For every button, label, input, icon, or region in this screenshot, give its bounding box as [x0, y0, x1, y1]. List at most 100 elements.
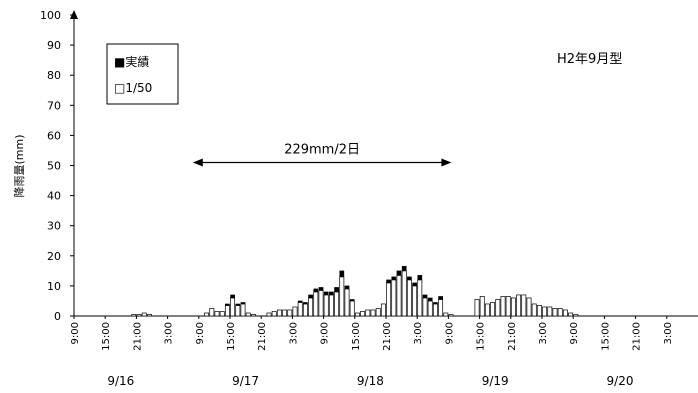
bar-1-50	[417, 279, 423, 317]
bar-1-50	[365, 309, 371, 317]
y-tick-label: 20	[47, 250, 61, 263]
y-tick-label: 90	[47, 39, 61, 52]
bar-1-50	[552, 308, 558, 317]
annotation: 229mm/2日	[192, 142, 452, 167]
bar-1-50	[505, 296, 511, 317]
annotation-text: 229mm/2日	[284, 142, 360, 157]
bar-1-50	[386, 282, 392, 317]
bar-1-50	[204, 312, 210, 317]
x-tick-label: 9:00	[195, 322, 206, 344]
bar-1-50	[562, 309, 568, 317]
x-tick-label: 21:00	[507, 322, 518, 351]
bar-1-50	[412, 285, 418, 317]
y-axis-label: 降雨量(mm)	[12, 134, 26, 197]
x-tick-label: 3:00	[663, 322, 674, 344]
bar-1-50	[490, 302, 496, 317]
x-tick-label: 3:00	[288, 322, 299, 344]
bar-1-50	[568, 312, 574, 317]
bar-actual	[323, 291, 329, 296]
bar-1-50	[266, 312, 272, 317]
y-tick-label: 80	[47, 69, 61, 82]
bar-1-50	[526, 297, 532, 317]
bar-1-50	[214, 311, 220, 317]
bar-1-50	[432, 303, 438, 317]
bar-1-50	[209, 308, 215, 317]
bar-1-50	[349, 300, 355, 317]
bar-actual	[240, 302, 246, 305]
bar-actual	[235, 303, 241, 306]
bar-actual	[427, 297, 433, 302]
bar-1-50	[339, 276, 345, 317]
bar-1-50	[297, 302, 303, 317]
bar-1-50	[542, 306, 548, 317]
bar-1-50	[136, 314, 142, 317]
date-label: 9/18	[357, 374, 384, 388]
annotation-arrow-left	[192, 158, 203, 167]
bar-1-50	[531, 303, 537, 317]
bar-1-50	[401, 270, 407, 317]
bar-1-50	[536, 305, 542, 317]
x-tick-label: 3:00	[164, 322, 175, 344]
bar-actual	[386, 279, 391, 284]
bar-1-50	[354, 312, 360, 317]
bar-1-50	[240, 303, 246, 317]
bar-1-50	[287, 309, 293, 317]
x-tick-label: 9:00	[70, 322, 81, 344]
x-tick-label: 9:00	[569, 322, 580, 344]
bar-actual	[407, 276, 412, 281]
bar-1-50	[521, 294, 527, 317]
bar-1-50	[271, 311, 277, 317]
bar-actual	[417, 275, 423, 281]
bar-1-50	[422, 297, 428, 317]
x-tick-label: 21:00	[257, 322, 268, 351]
bar-1-50	[235, 305, 241, 317]
x-tick-label: 9:00	[320, 322, 331, 344]
bars-layer	[131, 266, 579, 317]
legend-box	[106, 43, 179, 105]
legend-entry-actual: ■実績	[114, 54, 149, 69]
bar-1-50	[360, 311, 366, 317]
bar-actual	[318, 287, 324, 291]
y-tick-label: 30	[47, 220, 61, 233]
x-tick-label: 21:00	[132, 322, 143, 351]
bar-actual	[225, 303, 230, 306]
date-label: 9/19	[482, 374, 509, 388]
x-tick-label: 15:00	[351, 322, 362, 351]
y-tick-label: 100	[40, 9, 61, 22]
bar-1-50	[516, 294, 522, 317]
bar-1-50	[141, 312, 147, 317]
bar-1-50	[302, 303, 308, 317]
bar-1-50	[219, 311, 225, 317]
bar-1-50	[245, 312, 251, 317]
bar-actual	[230, 294, 235, 299]
bar-1-50	[427, 300, 433, 317]
x-tick-label: 9:00	[444, 322, 455, 344]
annotation-arrow-right	[441, 158, 452, 167]
bar-1-50	[500, 296, 506, 317]
x-tick-label: 21:00	[632, 322, 643, 351]
bar-1-50	[334, 291, 340, 317]
bar-1-50	[282, 309, 288, 317]
x-tick-label: 3:00	[538, 322, 549, 344]
bar-actual	[391, 276, 397, 281]
bar-actual	[339, 270, 345, 278]
date-label: 9/20	[607, 374, 634, 388]
legend: ■実績 □1/50	[106, 43, 179, 105]
bar-1-50	[276, 309, 282, 317]
bar-1-50	[318, 290, 324, 317]
bar-1-50	[313, 291, 319, 317]
bar-actual	[297, 300, 303, 303]
bar-actual	[412, 282, 417, 287]
x-tick-label: 15:00	[476, 322, 487, 351]
bar-1-50	[495, 299, 501, 317]
bar-1-50	[323, 294, 329, 317]
bar-actual	[303, 302, 308, 305]
bar-actual	[334, 287, 339, 293]
bar-1-50	[224, 305, 230, 317]
x-tick-label: 15:00	[600, 322, 611, 351]
bar-1-50	[406, 279, 412, 317]
bar-1-50	[443, 312, 449, 317]
bar-1-50	[370, 309, 376, 317]
